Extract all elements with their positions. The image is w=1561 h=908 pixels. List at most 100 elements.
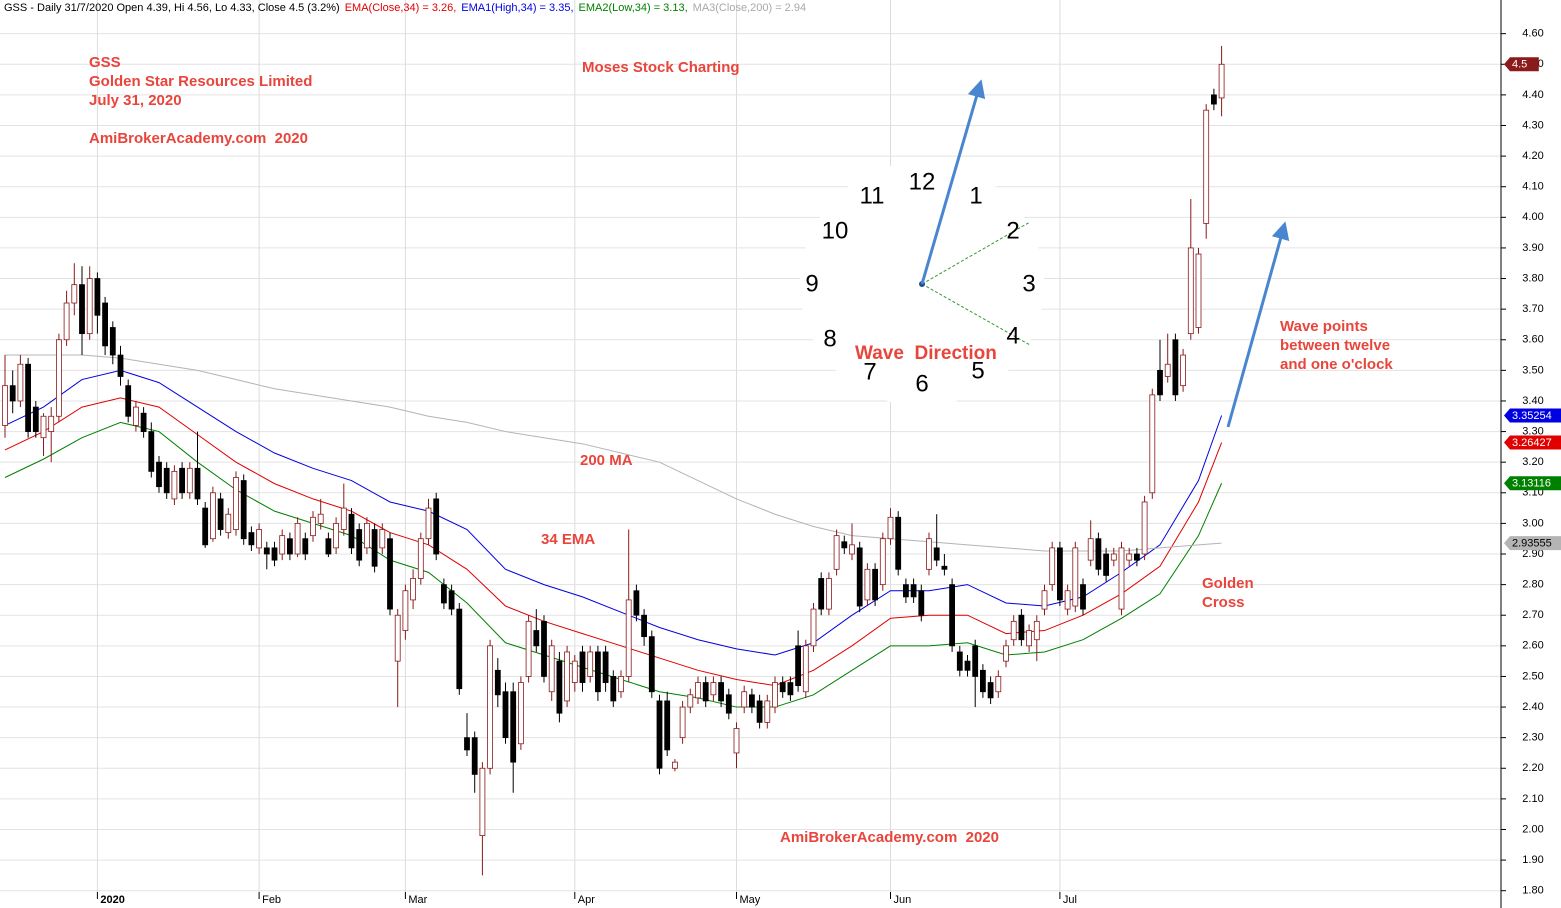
candle-body xyxy=(271,547,278,561)
y-tick-label: 2.80 xyxy=(1522,579,1543,591)
candle-body xyxy=(1211,94,1217,105)
candle-body xyxy=(394,614,401,662)
candle-body xyxy=(340,507,347,530)
last-value-label: 4.5 xyxy=(1512,59,1527,71)
candle-body xyxy=(525,620,532,677)
x-tick-label: Jul xyxy=(1063,894,1077,906)
candle-body xyxy=(949,584,955,647)
y-tick-label: 3.20 xyxy=(1522,456,1543,468)
y-tick-label: 2.40 xyxy=(1522,701,1543,713)
annotation: Moses Stock Charting xyxy=(582,59,740,76)
last-value-label: 3.13116 xyxy=(1512,478,1551,490)
candle-body xyxy=(895,516,902,570)
wave-arrow xyxy=(1226,221,1290,428)
y-tick-label: 4.10 xyxy=(1522,181,1543,193)
candle-body xyxy=(425,507,432,540)
candle-body xyxy=(795,645,801,687)
y-tick-label: 2.10 xyxy=(1522,793,1543,805)
clock-number: 9 xyxy=(805,270,818,297)
candle-body xyxy=(1064,590,1071,610)
annotation: Wave points xyxy=(1280,318,1368,335)
last-value-label: 3.35254 xyxy=(1512,410,1552,422)
candle-body xyxy=(171,470,178,500)
candle-body xyxy=(471,737,478,775)
candle-body xyxy=(741,691,748,708)
annotation: 200 MA xyxy=(580,452,633,469)
candle-body xyxy=(63,302,70,341)
candle-body xyxy=(109,327,116,356)
candle-body xyxy=(787,682,794,696)
y-tick-label: 3.40 xyxy=(1522,395,1543,407)
candle-body xyxy=(718,682,724,702)
annotation: AmiBrokerAcademy.com 2020 xyxy=(780,829,999,846)
candle-body xyxy=(363,522,370,549)
candle-body xyxy=(972,645,979,677)
candle-body xyxy=(417,538,424,579)
candle-body xyxy=(209,492,216,540)
y-tick-label: 2.90 xyxy=(1522,548,1543,560)
annotation: Wave Direction xyxy=(855,343,997,364)
clock-number: 4 xyxy=(1006,322,1019,349)
candle-body xyxy=(1180,354,1186,387)
clock-number: 2 xyxy=(1006,217,1019,244)
candle-body xyxy=(448,590,455,610)
candle-body xyxy=(325,538,332,555)
candle-body xyxy=(194,467,201,500)
candle-body xyxy=(387,538,393,610)
candle-body xyxy=(225,513,232,533)
candle-body xyxy=(779,682,786,693)
candle-body xyxy=(1003,645,1009,662)
indicator-line xyxy=(4,369,1223,656)
candle-body xyxy=(679,706,686,739)
candle-body xyxy=(772,682,778,708)
candle-body xyxy=(494,669,501,696)
candle-body xyxy=(610,676,617,702)
y-tick-label: 1.90 xyxy=(1522,854,1543,866)
candle-body xyxy=(872,568,878,601)
candle-body xyxy=(125,385,132,417)
y-tick-label: 2.60 xyxy=(1522,640,1543,652)
candle-body xyxy=(618,676,624,693)
candle-body xyxy=(1072,547,1079,607)
candle-body xyxy=(864,568,871,601)
y-tick-label: 2.20 xyxy=(1522,762,1543,774)
annotation: July 31, 2020 xyxy=(89,92,182,109)
candle-body xyxy=(887,516,894,540)
candle-body xyxy=(1149,394,1156,494)
candle-body xyxy=(186,467,193,494)
candle-body xyxy=(956,651,963,671)
candle-body xyxy=(248,532,255,546)
candle-body xyxy=(1187,247,1194,335)
y-tick-label: 3.80 xyxy=(1522,272,1543,284)
candle-body xyxy=(1218,63,1225,99)
candle-body xyxy=(910,584,917,598)
header-item: EMA1(High,34) = 3.35, xyxy=(461,2,573,14)
y-tick-label: 1.80 xyxy=(1522,885,1543,897)
candle-body xyxy=(402,590,409,631)
candle-body xyxy=(926,538,932,570)
clock-number: 5 xyxy=(971,357,984,384)
candle-body xyxy=(102,302,108,347)
candle-body xyxy=(903,584,909,598)
candle-body xyxy=(756,700,763,723)
candle-body xyxy=(841,541,848,549)
candle-body xyxy=(672,761,678,769)
candle-body xyxy=(2,385,8,426)
candle-body xyxy=(17,363,24,402)
candle-body xyxy=(879,538,886,586)
candle-body xyxy=(995,676,1002,693)
candle-body xyxy=(1110,553,1117,561)
candle-body xyxy=(802,645,809,693)
candle-body xyxy=(556,660,563,714)
candle-body xyxy=(502,691,509,739)
candle-body xyxy=(1118,547,1125,610)
candle-body xyxy=(317,513,324,524)
last-value-box xyxy=(1504,408,1561,423)
candle-body xyxy=(710,682,717,696)
y-tick-label: 4.20 xyxy=(1522,150,1543,162)
y-tick-label: 3.70 xyxy=(1522,303,1543,315)
indicator-line xyxy=(4,397,1223,687)
candle-body xyxy=(71,284,78,304)
wave-arrow xyxy=(920,79,986,285)
